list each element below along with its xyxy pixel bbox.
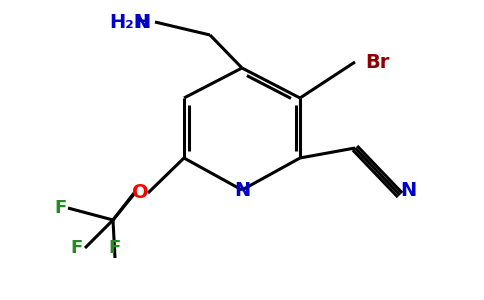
Text: H: H bbox=[134, 13, 150, 32]
Text: F: F bbox=[109, 239, 121, 257]
Text: N: N bbox=[400, 181, 416, 200]
Text: Br: Br bbox=[365, 52, 389, 71]
Text: F: F bbox=[54, 199, 66, 217]
Text: H₂N: H₂N bbox=[109, 13, 150, 32]
Text: F: F bbox=[71, 239, 83, 257]
Text: O: O bbox=[132, 184, 148, 202]
Text: N: N bbox=[234, 181, 250, 200]
